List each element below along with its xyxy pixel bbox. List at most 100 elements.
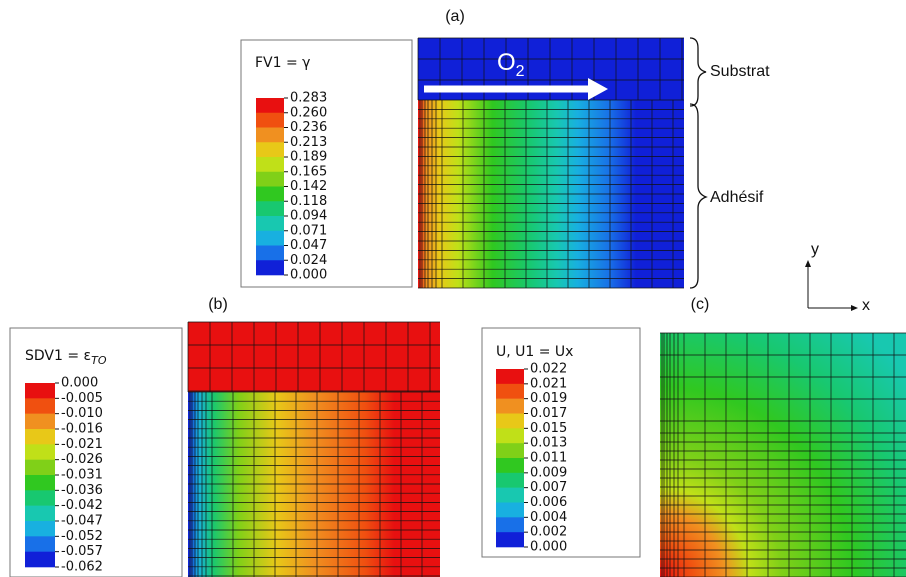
panel: (c)U, U1 = Ux0.0220.0210.0190.0170.0150.… bbox=[481, 296, 710, 558]
legend-swatch bbox=[496, 472, 524, 488]
legend-swatch bbox=[256, 142, 284, 158]
legend-value: -0.042 bbox=[61, 498, 103, 513]
x-arrow-head bbox=[851, 305, 858, 311]
legend-value: 0.142 bbox=[290, 179, 327, 194]
y-arrow-head bbox=[805, 260, 811, 267]
legend-swatch bbox=[256, 230, 284, 246]
y-axis-label: y bbox=[811, 241, 819, 258]
legend-value: 0.071 bbox=[290, 223, 327, 238]
legend-value: 0.022 bbox=[530, 362, 567, 377]
substrate-label: Substrat bbox=[710, 63, 770, 80]
panel-label: (c) bbox=[691, 296, 710, 313]
legend-value: 0.007 bbox=[530, 480, 567, 495]
legend-value: 0.260 bbox=[290, 105, 327, 120]
legend-value: -0.047 bbox=[61, 514, 103, 529]
legend-swatch bbox=[25, 383, 55, 399]
legend-title-subscript: TO bbox=[91, 354, 107, 367]
legend-value: -0.052 bbox=[61, 529, 103, 544]
legend-swatch bbox=[496, 369, 524, 385]
legend-swatch bbox=[256, 260, 284, 276]
legend-value: -0.057 bbox=[61, 544, 103, 559]
legend-swatch bbox=[25, 459, 55, 476]
legend-swatch bbox=[496, 532, 524, 548]
oxygen-symbol: O bbox=[497, 49, 516, 76]
legend-value: 0.000 bbox=[61, 376, 98, 391]
legend-value: 0.013 bbox=[530, 436, 567, 451]
legend-value: -0.021 bbox=[61, 437, 103, 452]
legend-value: 0.000 bbox=[290, 268, 327, 283]
legend-value: 0.011 bbox=[530, 451, 567, 466]
legend-value: 0.283 bbox=[290, 91, 327, 106]
legend-value: 0.118 bbox=[290, 194, 327, 209]
legend-swatch bbox=[256, 157, 284, 173]
legend-swatch bbox=[496, 458, 524, 474]
legend-swatch bbox=[25, 521, 55, 537]
legend-value: 0.024 bbox=[290, 253, 327, 268]
x-axis-label: x bbox=[862, 297, 870, 314]
legend-swatch bbox=[25, 505, 55, 522]
legend-swatch bbox=[256, 186, 284, 202]
legend-value: -0.031 bbox=[61, 468, 103, 483]
adhesive-field bbox=[188, 392, 440, 577]
legend-value: 0.006 bbox=[530, 495, 567, 510]
legend-swatch bbox=[25, 536, 55, 552]
legend-swatch bbox=[496, 413, 524, 429]
legend-swatch bbox=[496, 428, 524, 444]
legend-value: -0.005 bbox=[61, 391, 103, 406]
legend-value: 0.094 bbox=[290, 209, 327, 224]
legend-swatch bbox=[256, 171, 284, 187]
brace bbox=[689, 37, 707, 107]
legend-swatch bbox=[496, 502, 524, 518]
legend-swatch bbox=[496, 398, 524, 414]
legend-value: 0.000 bbox=[530, 540, 567, 555]
legend-title-text: U, U1 = Ux bbox=[496, 344, 573, 360]
legend-value: 0.021 bbox=[530, 376, 567, 391]
legend-value: 0.002 bbox=[530, 525, 567, 540]
oxygen-arrow-head bbox=[588, 78, 608, 100]
displacement-field bbox=[660, 333, 906, 577]
legend-value: 0.019 bbox=[530, 391, 567, 406]
legend-title: SDV1 = εTO bbox=[25, 348, 107, 367]
legend-value: 0.017 bbox=[530, 406, 567, 421]
legend-value: 0.047 bbox=[290, 238, 327, 253]
legend-swatch bbox=[256, 201, 284, 217]
adhesive-label: Adhésif bbox=[710, 189, 764, 206]
legend-value: 0.236 bbox=[290, 120, 327, 135]
legend-title: FV1 = γ bbox=[255, 55, 310, 71]
legend-title-text: SDV1 = ε bbox=[25, 348, 91, 364]
legend-swatch bbox=[25, 475, 55, 491]
brace bbox=[689, 103, 708, 289]
legend-swatch bbox=[256, 112, 284, 128]
legend-value: 0.213 bbox=[290, 135, 327, 150]
panel-label: (b) bbox=[208, 296, 228, 313]
legend-value: -0.010 bbox=[61, 406, 103, 421]
legend-title: U, U1 = Ux bbox=[496, 344, 573, 360]
legend-swatch bbox=[25, 429, 55, 445]
panel: (b)SDV1 = εTO0.000-0.005-0.010-0.016-0.0… bbox=[9, 296, 228, 577]
oxygen-label: O2 bbox=[497, 49, 525, 80]
legend-swatch bbox=[25, 413, 55, 430]
legend-value: -0.016 bbox=[61, 422, 103, 437]
panel-label: (a) bbox=[445, 8, 465, 25]
legend-swatch bbox=[496, 443, 524, 459]
legend-title-text: FV1 = γ bbox=[255, 55, 310, 71]
legend-swatch bbox=[256, 245, 284, 261]
legend-swatch bbox=[25, 398, 55, 414]
panel: (a) FV1 = γ 0.2830.2600.2360.2130.1890.165… bbox=[240, 8, 465, 288]
legend-value: 0.004 bbox=[530, 510, 567, 525]
oxygen-subscript: 2 bbox=[516, 63, 525, 80]
substrate-field bbox=[188, 322, 440, 392]
legend-swatch bbox=[256, 127, 284, 143]
legend-swatch bbox=[25, 490, 55, 506]
legend-value: -0.062 bbox=[61, 560, 103, 575]
legend-value: 0.015 bbox=[530, 421, 567, 436]
legend-value: 0.165 bbox=[290, 164, 327, 179]
legend-swatch bbox=[256, 98, 284, 114]
legend-value: -0.036 bbox=[61, 483, 103, 498]
legend-swatch bbox=[25, 551, 55, 568]
legend-swatch bbox=[496, 487, 524, 503]
legend-swatch bbox=[496, 383, 524, 399]
legend-value: 0.009 bbox=[530, 465, 567, 480]
